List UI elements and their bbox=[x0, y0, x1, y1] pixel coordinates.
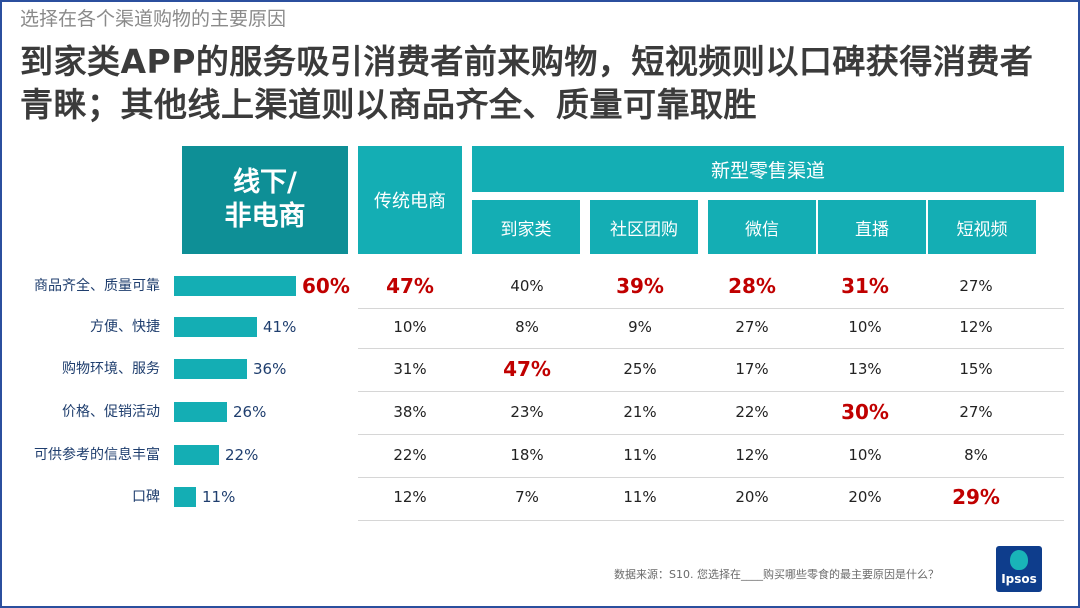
offline-bar-label: 60% bbox=[302, 274, 350, 298]
offline-header-line2: 非电商 bbox=[224, 201, 306, 232]
channel-header-1: 到家类 bbox=[472, 200, 580, 254]
value-cell: 13% bbox=[848, 360, 882, 378]
new-retail-group-header: 新型零售渠道 bbox=[472, 146, 1064, 192]
channel-header-4: 直播 bbox=[818, 200, 926, 254]
value-cell: 25% bbox=[623, 360, 657, 378]
value-cell: 47% bbox=[503, 357, 551, 381]
row-separator bbox=[358, 520, 1064, 521]
value-cell: 23% bbox=[510, 403, 544, 421]
value-cell: 38% bbox=[393, 403, 427, 421]
value-cell: 31% bbox=[393, 360, 427, 378]
reason-label: 可供参考的信息丰富 bbox=[34, 447, 160, 463]
reason-label: 方便、快捷 bbox=[90, 319, 160, 335]
reason-label: 口碑 bbox=[132, 489, 160, 505]
offline-bar bbox=[174, 487, 196, 507]
value-cell: 11% bbox=[623, 446, 657, 464]
offline-bar-label: 26% bbox=[233, 403, 267, 421]
offline-bar bbox=[174, 445, 219, 465]
offline-bar bbox=[174, 317, 257, 337]
channel-header-5: 短视频 bbox=[928, 200, 1036, 254]
channel-header-3: 微信 bbox=[708, 200, 816, 254]
traditional-ecommerce-header: 传统电商 bbox=[358, 146, 462, 254]
value-cell: 21% bbox=[623, 403, 657, 421]
reason-label: 价格、促销活动 bbox=[62, 404, 160, 420]
reason-label: 商品齐全、质量可靠 bbox=[34, 278, 160, 294]
value-cell: 30% bbox=[841, 400, 889, 424]
value-cell: 22% bbox=[735, 403, 769, 421]
offline-bar-label: 22% bbox=[225, 446, 259, 464]
ipsos-mark-icon bbox=[1010, 550, 1028, 570]
offline-header-line1: 线下/ bbox=[233, 167, 297, 198]
value-cell: 15% bbox=[959, 360, 993, 378]
offline-bar bbox=[174, 276, 296, 296]
value-cell: 9% bbox=[628, 318, 652, 336]
value-cell: 47% bbox=[386, 274, 434, 298]
ipsos-logo-text: Ipsos bbox=[1001, 572, 1037, 586]
value-cell: 18% bbox=[510, 446, 544, 464]
row-separator bbox=[358, 348, 1064, 349]
offline-bar-label: 36% bbox=[253, 360, 287, 378]
value-cell: 12% bbox=[393, 488, 427, 506]
value-cell: 20% bbox=[848, 488, 882, 506]
offline-bar bbox=[174, 359, 247, 379]
value-cell: 27% bbox=[959, 403, 993, 421]
value-cell: 22% bbox=[393, 446, 427, 464]
value-cell: 39% bbox=[616, 274, 664, 298]
value-cell: 10% bbox=[393, 318, 427, 336]
offline-bar-label: 41% bbox=[263, 318, 297, 336]
channel-header-2: 社区团购 bbox=[590, 200, 698, 254]
row-separator bbox=[358, 391, 1064, 392]
row-separator bbox=[358, 434, 1064, 435]
value-cell: 20% bbox=[735, 488, 769, 506]
offline-header: 线下/ 非电商 bbox=[182, 146, 348, 254]
value-cell: 7% bbox=[515, 488, 539, 506]
offline-bar-label: 11% bbox=[202, 488, 236, 506]
slide-subtitle: 选择在各个渠道购物的主要原因 bbox=[20, 8, 287, 30]
value-cell: 40% bbox=[510, 277, 544, 295]
value-cell: 28% bbox=[728, 274, 776, 298]
value-cell: 10% bbox=[848, 446, 882, 464]
slide-headline: 到家类APP的服务吸引消费者前来购物，短视频则以口碑获得消费者青睐；其他线上渠道… bbox=[20, 42, 1034, 124]
row-separator bbox=[358, 477, 1064, 478]
value-cell: 27% bbox=[735, 318, 769, 336]
ipsos-logo: Ipsos bbox=[996, 546, 1042, 592]
reason-label: 购物环境、服务 bbox=[62, 361, 160, 377]
value-cell: 8% bbox=[964, 446, 988, 464]
value-cell: 11% bbox=[623, 488, 657, 506]
row-separator bbox=[358, 308, 1064, 309]
value-cell: 12% bbox=[735, 446, 769, 464]
value-cell: 31% bbox=[841, 274, 889, 298]
value-cell: 8% bbox=[515, 318, 539, 336]
value-cell: 12% bbox=[959, 318, 993, 336]
value-cell: 29% bbox=[952, 485, 1000, 509]
value-cell: 27% bbox=[959, 277, 993, 295]
offline-bar bbox=[174, 402, 227, 422]
value-cell: 10% bbox=[848, 318, 882, 336]
value-cell: 17% bbox=[735, 360, 769, 378]
data-source-note: 数据来源：S10. 您选择在____购买哪些零食的最主要原因是什么？ bbox=[614, 568, 939, 581]
